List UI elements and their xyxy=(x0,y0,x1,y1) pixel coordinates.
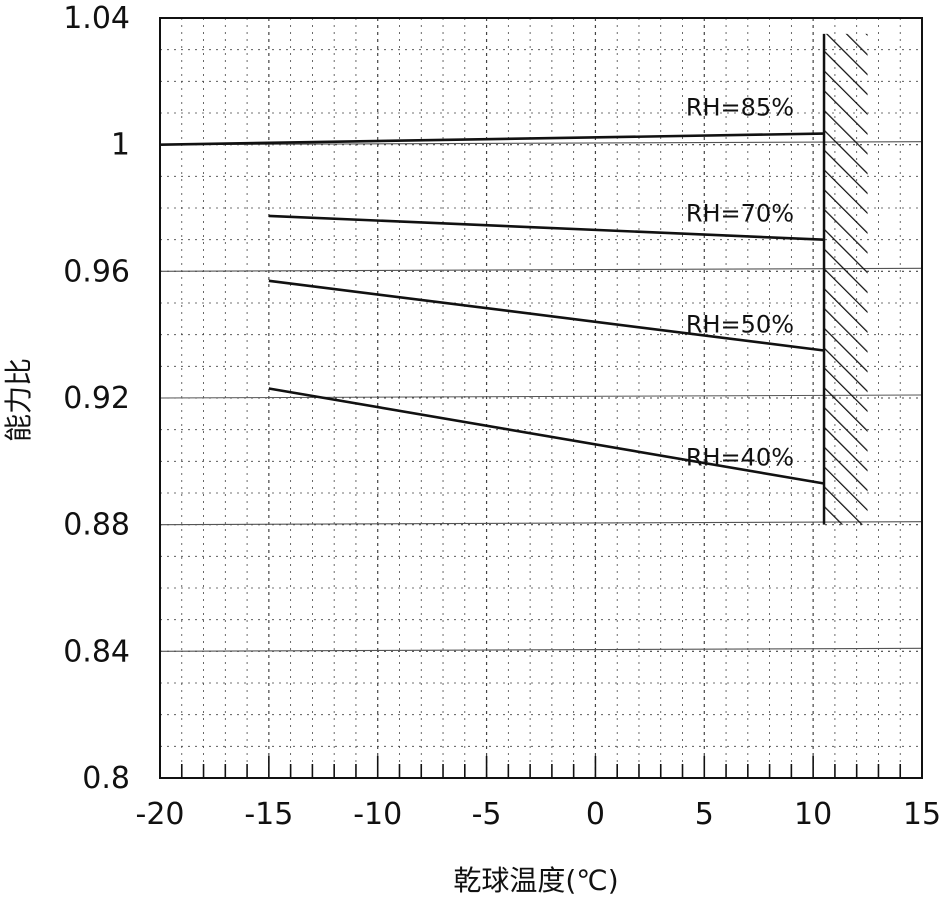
y-axis-title: 能力比 xyxy=(2,358,35,442)
series-label: RH=85% xyxy=(686,94,794,122)
grid-line-major xyxy=(159,141,923,146)
x-tick-label: 15 xyxy=(903,797,941,832)
grid-line-major xyxy=(159,647,923,652)
plot-frame xyxy=(159,17,923,779)
x-tick-label: 5 xyxy=(695,797,714,832)
series-lines: RH=85% RH=70% RH=50% RH=40% xyxy=(159,94,825,485)
series-line xyxy=(268,279,825,352)
series-line xyxy=(268,214,825,241)
series-label: RH=50% xyxy=(686,311,794,339)
x-tick-label: 10 xyxy=(794,797,832,832)
series-label: RH=40% xyxy=(686,444,794,472)
y-tick-label: 0.8 xyxy=(82,761,130,796)
y-tick-label: 1.04 xyxy=(63,1,130,36)
grid-line-major xyxy=(159,267,923,272)
x-tick-label: 0 xyxy=(586,797,605,832)
limit-region xyxy=(822,33,868,525)
series-line xyxy=(268,387,825,485)
series-line xyxy=(159,132,825,146)
y-tick-label: 0.96 xyxy=(63,254,130,289)
hatch-area xyxy=(824,33,868,525)
grid-line-major xyxy=(159,394,923,399)
tick-labels: -20 -15 -10 -5 0 5 10 15 0.8 0.84 0.88 0.92 0.96 1 1.0… xyxy=(63,1,941,832)
plot-border xyxy=(159,17,923,779)
x-tick-label: -10 xyxy=(353,797,402,832)
x-tick-label: -15 xyxy=(244,797,293,832)
y-tick-label: 0.92 xyxy=(63,381,130,416)
y-tick-label: 1 xyxy=(111,128,130,163)
grid-line-major xyxy=(159,521,923,526)
x-tick-label: -20 xyxy=(136,797,185,832)
x-tick-label: -5 xyxy=(472,797,502,832)
grid xyxy=(159,17,923,779)
x-axis-title: 乾球温度(℃) xyxy=(453,864,618,897)
y-tick-label: 0.88 xyxy=(63,508,130,543)
axis-titles: 乾球温度(℃) 能力比 xyxy=(2,358,619,897)
y-tick-label: 0.84 xyxy=(63,634,130,669)
series-label: RH=70% xyxy=(686,200,794,228)
